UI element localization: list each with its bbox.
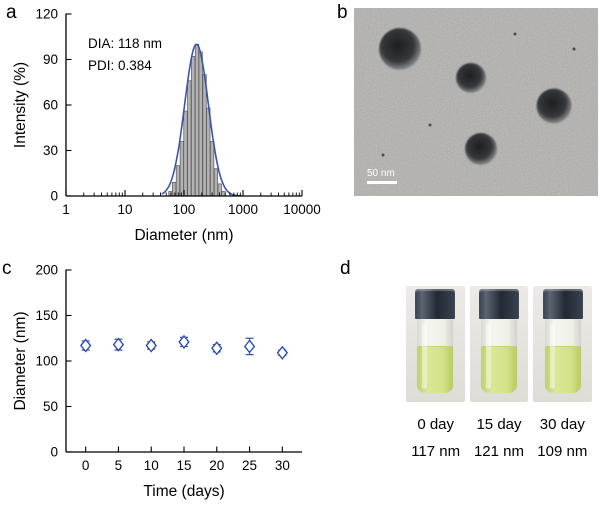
stability-chart: 0 50 100 150 200 Diameter (nm) Time (days) 0 5 10…: [12, 263, 302, 500]
svg-text:10000: 10000: [283, 202, 321, 217]
svg-text:15: 15: [176, 458, 191, 473]
vial-cap: [415, 289, 456, 319]
svg-text:120: 120: [35, 7, 58, 22]
data-points: [79, 334, 289, 360]
panel-b-label: b: [337, 2, 348, 23]
svg-text:1: 1: [62, 202, 70, 217]
vial-day-label: 15 day: [476, 416, 522, 433]
panel-d-label: d: [340, 258, 351, 279]
nanoparticle: [379, 28, 422, 71]
svg-text:10: 10: [117, 202, 132, 217]
svg-text:200: 200: [35, 263, 58, 278]
vial-cap: [479, 289, 519, 319]
vial-photo: [469, 286, 529, 402]
vial: [414, 289, 456, 393]
nanoparticle: [464, 133, 497, 165]
vial-photo: [533, 286, 593, 402]
glass-highlight: [486, 323, 491, 389]
vial: [478, 289, 520, 393]
svg-text:Diameter (nm): Diameter (nm): [134, 227, 233, 244]
panel-c-label: c: [2, 258, 12, 279]
scale-bar-line: [367, 181, 397, 184]
axes: 0 30 60 90 120 Intensity (%) Diameter (nm): [12, 7, 302, 244]
vial: [542, 289, 584, 393]
chart-annotation: DIA: 118 nm PDI: 0.384: [88, 36, 162, 73]
histogram-bars: [168, 43, 226, 197]
nanoparticle: [456, 62, 487, 93]
x-axis: 0 5 10 15 20 25 30: [82, 446, 290, 473]
vial-cap: [542, 289, 583, 319]
svg-text:0: 0: [50, 189, 58, 204]
svg-text:50: 50: [43, 399, 58, 414]
vial-size-label: 109 nm: [537, 443, 588, 460]
tem-speck: [513, 32, 517, 36]
fit-curve: [161, 43, 242, 197]
svg-text:PDI: 0.384: PDI: 0.384: [88, 58, 152, 73]
scale-bar: 50 nm: [367, 168, 397, 184]
svg-text:1000: 1000: [228, 202, 258, 217]
vial-photo: [406, 286, 465, 402]
svg-text:20: 20: [209, 458, 224, 473]
vial-body: [481, 319, 517, 393]
svg-text:Intensity (%): Intensity (%): [12, 62, 29, 148]
x-axis: 1 10 100 1000 10000: [62, 190, 321, 217]
svg-text:Time (days): Time (days): [143, 483, 224, 500]
svg-text:60: 60: [43, 98, 58, 113]
tem-image: 50 nm: [354, 8, 598, 196]
svg-text:100: 100: [35, 354, 58, 369]
scale-bar-label: 50 nm: [367, 168, 395, 179]
vial-size-labels-row: 117 nm 121 nm 109 nm: [404, 443, 594, 460]
vial-photo-row: [406, 286, 593, 402]
svg-text:150: 150: [35, 308, 58, 323]
svg-text:10: 10: [144, 458, 159, 473]
svg-text:DIA: 118 nm: DIA: 118 nm: [88, 36, 162, 51]
svg-text:90: 90: [43, 52, 58, 67]
vial-liquid: [417, 346, 454, 393]
svg-text:25: 25: [242, 458, 257, 473]
svg-text:0: 0: [82, 458, 90, 473]
svg-text:Diameter (nm): Diameter (nm): [12, 311, 29, 410]
vial-body: [544, 319, 581, 393]
svg-text:30: 30: [275, 458, 290, 473]
tem-speck: [572, 47, 576, 51]
nanoparticle: [536, 88, 572, 124]
panel-a-label: a: [6, 2, 17, 23]
vial-liquid: [544, 346, 581, 393]
glass-highlight: [422, 323, 428, 389]
svg-text:30: 30: [43, 143, 58, 158]
svg-text:5: 5: [115, 458, 123, 473]
vial-size-label: 121 nm: [473, 443, 525, 460]
vial-body: [417, 319, 454, 393]
vial-day-label: 30 day: [539, 416, 585, 433]
glass-highlight: [549, 323, 555, 389]
vial-size-label: 117 nm: [411, 443, 461, 460]
vial-liquid: [481, 346, 517, 393]
svg-text:100: 100: [173, 202, 196, 217]
vial-day-labels-row: 0 day 15 day 30 day: [404, 416, 594, 433]
tem-speck: [381, 153, 385, 157]
svg-text:0: 0: [50, 445, 58, 460]
tem-speck: [428, 123, 432, 127]
vial-day-label: 0 day: [417, 416, 455, 433]
